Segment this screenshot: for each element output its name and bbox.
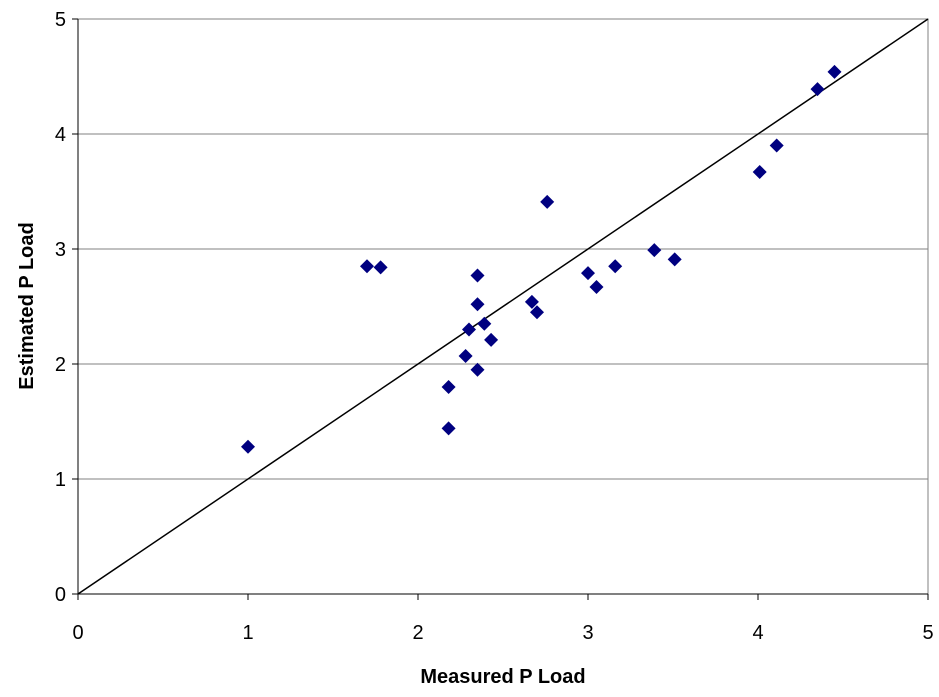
- y-tick-label: 5: [55, 9, 66, 31]
- data-point-diamond: [752, 164, 767, 179]
- data-point-diamond: [462, 322, 476, 337]
- data-point-diamond: [530, 305, 544, 320]
- axis-tick-labels: 0 1 2 3 4 5 0 1 2 3 4 5: [55, 9, 934, 644]
- data-points: [241, 64, 842, 454]
- y-axis-title: Estimated P Load: [16, 222, 38, 389]
- data-point-diamond: [241, 439, 255, 454]
- y-tick-label: 0: [55, 584, 66, 606]
- one-to-one-reference-line: [77, 18, 929, 595]
- x-tick-label: 3: [582, 622, 593, 644]
- y-tick-label: 2: [55, 354, 66, 376]
- axis-ticks: [72, 18, 929, 600]
- data-point-diamond: [441, 421, 456, 436]
- data-point-diamond: [540, 194, 555, 209]
- data-point-diamond: [608, 259, 623, 274]
- x-axis-title: Measured P Load: [420, 666, 585, 688]
- data-point-diamond: [589, 279, 604, 294]
- data-point-diamond: [769, 138, 784, 153]
- gridlines: [78, 133, 928, 480]
- data-point-diamond: [458, 348, 473, 363]
- data-point-diamond: [360, 259, 374, 274]
- x-tick-label: 0: [72, 622, 83, 644]
- data-point-diamond: [470, 362, 485, 377]
- data-point-diamond: [470, 268, 485, 283]
- data-point-diamond: [484, 332, 499, 347]
- data-point-diamond: [470, 297, 485, 312]
- data-point-diamond: [647, 243, 662, 258]
- x-tick-label: 4: [752, 622, 763, 644]
- data-point-diamond: [827, 64, 842, 79]
- data-point-diamond: [477, 316, 492, 331]
- data-point-diamond: [524, 294, 539, 309]
- y-tick-label: 1: [55, 469, 66, 491]
- data-point-diamond: [441, 380, 456, 394]
- data-point-diamond: [581, 266, 595, 281]
- data-point-diamond: [667, 252, 682, 267]
- data-point-diamond: [373, 260, 388, 275]
- x-tick-label: 1: [242, 622, 253, 644]
- x-tick-label: 5: [922, 622, 933, 644]
- y-tick-label: 3: [55, 239, 66, 261]
- y-tick-label: 4: [55, 124, 66, 146]
- data-point-diamond: [810, 82, 825, 97]
- x-tick-label: 2: [412, 622, 423, 644]
